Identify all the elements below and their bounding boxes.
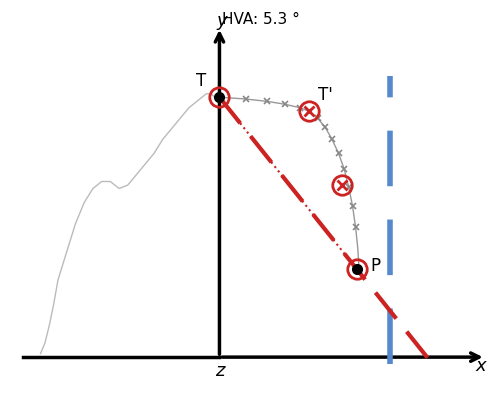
Text: T': T' <box>318 86 332 104</box>
Text: HVA: 5.3 °: HVA: 5.3 ° <box>222 12 300 27</box>
Text: z: z <box>214 362 224 380</box>
Text: P: P <box>370 257 380 275</box>
Text: T: T <box>196 72 206 90</box>
Text: x: x <box>476 357 486 375</box>
Text: y: y <box>216 12 227 30</box>
